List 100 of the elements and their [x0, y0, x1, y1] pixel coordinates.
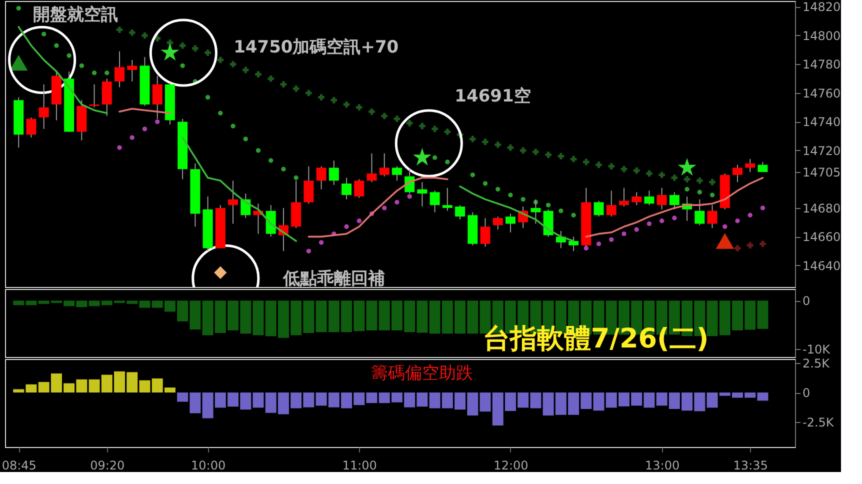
candlestick [379, 152, 390, 177]
point [128, 29, 136, 36]
point [218, 110, 223, 116]
point [179, 42, 186, 49]
point [255, 71, 262, 78]
point [92, 70, 97, 76]
point [66, 53, 72, 58]
point [394, 116, 400, 122]
x-tick-label: 13:35 [733, 458, 768, 472]
candlestick [38, 84, 49, 130]
candlestick [430, 190, 440, 213]
point [356, 218, 362, 224]
candlestick [127, 59, 138, 82]
point [10, 54, 28, 71]
point [306, 90, 312, 96]
candlestick [480, 218, 490, 248]
point [318, 240, 324, 245]
y-tick-label: 14720 [802, 144, 841, 158]
point [444, 128, 451, 135]
point [696, 177, 703, 184]
y-tick-label: 14780 [802, 58, 841, 72]
candlestick [492, 216, 503, 230]
point [330, 97, 338, 104]
point [558, 153, 564, 160]
point [508, 192, 513, 198]
point [532, 148, 539, 156]
candlestick [342, 177, 352, 200]
point [596, 162, 602, 168]
candlestick [392, 166, 402, 182]
point [412, 148, 432, 166]
point [609, 237, 614, 242]
point [356, 104, 362, 111]
point [469, 136, 476, 142]
point [214, 266, 227, 279]
point [684, 176, 690, 182]
annotation: 14691空 [454, 86, 531, 107]
y-tick-label: 0 [802, 294, 810, 308]
point [281, 166, 286, 172]
candlestick [694, 198, 705, 226]
point [494, 142, 502, 148]
point [344, 224, 349, 229]
y-tick-label: 14800 [802, 28, 841, 43]
point [520, 196, 526, 202]
point [142, 126, 148, 132]
candlestick [26, 116, 36, 138]
candlestick [618, 187, 629, 208]
y-tick-label: -2.5K [802, 416, 835, 430]
point [432, 126, 438, 132]
point [697, 190, 702, 194]
point [496, 186, 500, 192]
annotation: 開盤就空訊 [33, 4, 118, 25]
point [646, 221, 652, 226]
candlestick [228, 180, 238, 224]
candlestick [632, 192, 642, 206]
point [659, 218, 664, 224]
point [343, 101, 350, 108]
point [54, 43, 59, 48]
y-tick-label: 14820 [802, 0, 841, 14]
point [368, 108, 375, 115]
point [42, 32, 46, 36]
point [381, 112, 388, 120]
y-tick-label: 0 [802, 386, 810, 400]
point [678, 158, 696, 176]
y-tick-label: 14640 [802, 258, 841, 273]
point [432, 155, 438, 160]
point [306, 248, 312, 254]
x-tick-label: 13:00 [645, 458, 680, 472]
x-tick-label: 11:00 [342, 458, 377, 472]
y-tick-label: 14740 [802, 115, 841, 130]
candlestick [606, 190, 616, 218]
point [584, 246, 588, 251]
point [407, 194, 412, 199]
candlestick [656, 187, 667, 210]
point [734, 245, 741, 252]
point [482, 181, 488, 186]
point [130, 135, 134, 140]
point [634, 227, 639, 232]
point [545, 152, 552, 158]
point [746, 242, 754, 248]
point [760, 240, 766, 248]
candlestick [304, 166, 314, 204]
point [735, 218, 740, 224]
point [470, 172, 475, 178]
point [268, 75, 274, 82]
annotation: 台指軟體7/26(二) [482, 324, 709, 355]
candlestick [455, 204, 466, 220]
point [116, 26, 123, 33]
point [406, 120, 413, 126]
candlestick [707, 204, 718, 229]
point [684, 186, 690, 192]
point [292, 86, 300, 92]
candlestick [366, 152, 377, 183]
candlestick [745, 158, 756, 173]
point [230, 124, 236, 128]
y-tick-label: 2.5K [802, 356, 831, 370]
point [748, 212, 752, 218]
point [709, 178, 716, 186]
point [570, 156, 577, 162]
point [646, 170, 652, 177]
point [482, 138, 488, 146]
